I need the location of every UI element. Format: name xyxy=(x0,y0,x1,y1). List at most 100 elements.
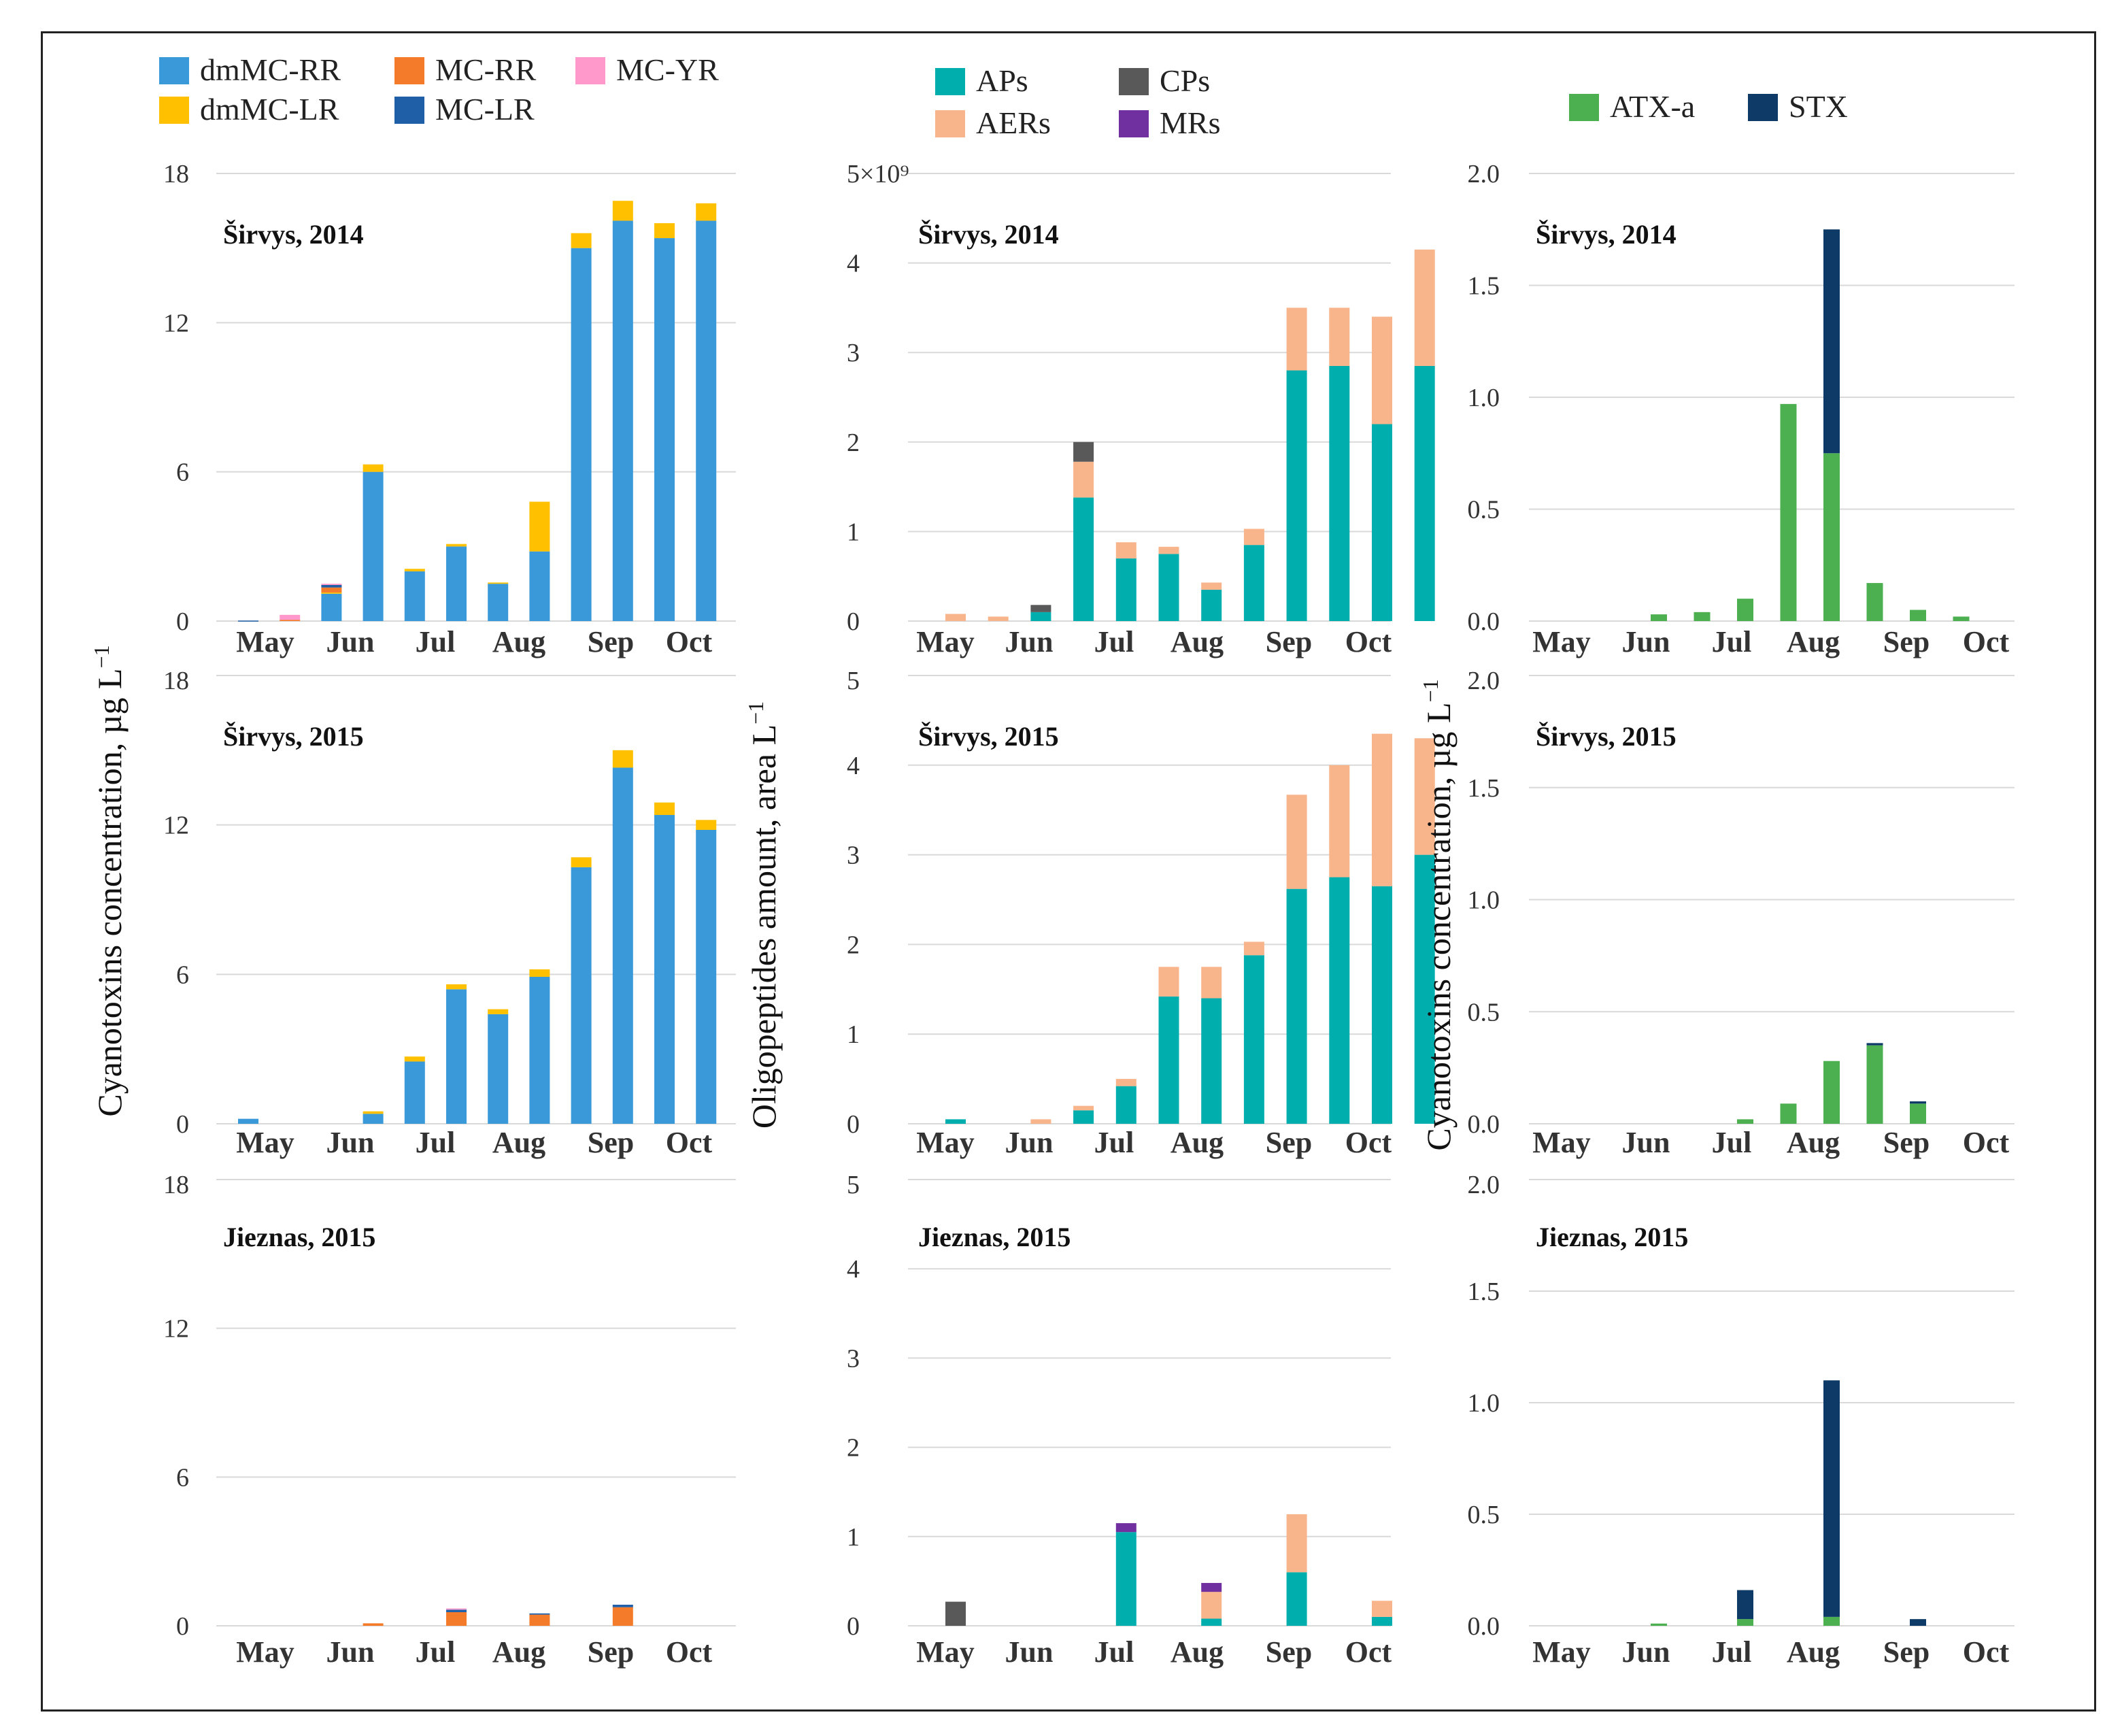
x-tick-label: Jul xyxy=(1094,1126,1134,1159)
bar-MC-YR xyxy=(446,1608,467,1610)
bar-dmMC-LR xyxy=(363,1111,384,1114)
bar-AERs xyxy=(1329,307,1350,366)
x-tick-label: Jun xyxy=(1005,625,1054,658)
bar-AERs xyxy=(1201,1592,1222,1619)
panel-title: Širvys, 2014 xyxy=(1536,219,1677,250)
bar-dmMC-LR xyxy=(529,501,550,552)
y-tick-label: 18 xyxy=(163,160,189,188)
y-tick-label: 12 xyxy=(163,1315,189,1343)
bar-CPs xyxy=(1073,441,1094,462)
legend-swatch-APs xyxy=(935,68,965,95)
bar-dmMC-LR xyxy=(696,203,717,221)
panel-title: Širvys, 2015 xyxy=(1536,721,1677,752)
bar-APs xyxy=(1286,1572,1307,1626)
x-tick-label: Oct xyxy=(1345,1126,1392,1159)
x-tick-label: Jul xyxy=(1712,1126,1752,1159)
bar-AERs xyxy=(1286,1514,1307,1573)
y-tick-label: 2 xyxy=(847,931,860,959)
bar-dmMC-RR xyxy=(404,1061,425,1124)
bar-ATX-a xyxy=(1780,403,1797,621)
x-tick-label: Oct xyxy=(666,1635,713,1669)
bar-ATX-a xyxy=(1651,1623,1667,1626)
x-tick-label: Sep xyxy=(588,625,634,658)
bar-APs xyxy=(1243,955,1264,1124)
bar-dmMC-RR xyxy=(612,220,633,621)
bar-AERs xyxy=(945,614,966,621)
bar-AERs xyxy=(1073,1105,1094,1111)
bar-dmMC-LR xyxy=(654,223,675,239)
bar-dmMC-LR xyxy=(529,969,550,977)
y-axis-title-right: Cyanotoxins concentration, µg L−1 xyxy=(1418,679,1458,1150)
x-tick-label: Aug xyxy=(492,1635,545,1669)
x-tick-label: Jun xyxy=(1005,1126,1054,1159)
bar-STX xyxy=(1866,1043,1883,1046)
bar-APs xyxy=(1286,370,1307,621)
bar-ATX-a xyxy=(1866,1045,1883,1124)
bar-AERs xyxy=(1158,546,1179,554)
y-tick-label: 1 xyxy=(847,1020,860,1049)
bar-APs xyxy=(1372,1616,1392,1626)
y-tick-label: 12 xyxy=(163,309,189,337)
x-tick-label: Aug xyxy=(1171,1126,1224,1159)
bar-AERs xyxy=(1201,967,1222,999)
y-tick-label: 0 xyxy=(847,1110,860,1139)
bar-dmMC-RR xyxy=(654,815,675,1124)
bar-ATX-a xyxy=(1780,1103,1797,1124)
bar-ATX-a xyxy=(1737,1619,1753,1626)
x-tick-label: Sep xyxy=(588,1635,634,1669)
x-tick-label: May xyxy=(916,1635,975,1669)
x-tick-label: Sep xyxy=(588,1126,634,1159)
bar-MC-LR xyxy=(446,1609,467,1612)
bar-AERs xyxy=(1030,1119,1051,1124)
bar-MC-LR xyxy=(321,584,342,588)
x-tick-label: Jul xyxy=(1712,625,1752,658)
legend-label: CPs xyxy=(1160,63,1210,98)
legend-label: STX xyxy=(1789,89,1848,124)
legend-swatch-dmMC-LR xyxy=(159,97,189,124)
bar-dmMC-RR xyxy=(321,593,342,621)
y-tick-label: 3 xyxy=(847,339,860,367)
x-tick-label: Sep xyxy=(1266,625,1312,658)
x-tick-label: Oct xyxy=(1963,625,2010,658)
bar-dmMC-RR xyxy=(404,571,425,621)
bar-ATX-a xyxy=(1823,1061,1840,1124)
bar-APs xyxy=(1201,589,1222,621)
x-tick-label: Oct xyxy=(666,625,713,658)
bar-dmMC-RR xyxy=(612,767,633,1124)
x-tick-label: May xyxy=(916,625,975,658)
legend-swatch-STX xyxy=(1748,94,1778,121)
y-tick-label: 0.0 xyxy=(1468,1612,1500,1641)
bar-dmMC-LR xyxy=(654,802,675,816)
x-tick-label: Jun xyxy=(1622,1126,1670,1159)
bar-CPs xyxy=(1030,605,1051,612)
legend-label: MC-LR xyxy=(435,92,535,127)
bar-APs xyxy=(1201,998,1222,1124)
x-tick-label: Aug xyxy=(1171,1635,1224,1669)
bar-MC-YR xyxy=(280,614,301,620)
bar-AERs xyxy=(1243,941,1264,956)
y-tick-label: 2 xyxy=(847,429,860,457)
x-tick-label: Sep xyxy=(1266,1635,1312,1669)
bar-dmMC-LR xyxy=(446,544,467,547)
y-tick-label: 6 xyxy=(176,1463,189,1492)
x-tick-label: May xyxy=(1532,1126,1591,1159)
bar-APs xyxy=(1286,888,1307,1124)
bar-AERs xyxy=(1115,542,1136,558)
x-tick-label: May xyxy=(236,1635,294,1669)
y-tick-label: 1.0 xyxy=(1468,384,1500,412)
legend-label: MC-YR xyxy=(616,52,719,87)
bar-dmMC-LR xyxy=(696,820,717,830)
x-tick-label: Oct xyxy=(1345,625,1392,658)
bar-dmMC-RR xyxy=(488,584,509,621)
legend-swatch-ATX-a xyxy=(1569,94,1599,121)
x-tick-label: Jul xyxy=(416,625,456,658)
x-tick-label: Aug xyxy=(492,625,545,658)
bar-AERs xyxy=(1329,765,1350,878)
y-tick-label: 0.5 xyxy=(1468,496,1500,524)
bar-MC-RR xyxy=(363,1623,384,1626)
x-tick-label: Jun xyxy=(1622,625,1670,658)
bar-AERs xyxy=(1414,738,1435,855)
y-tick-label: 1.5 xyxy=(1468,774,1500,803)
bar-STX xyxy=(1823,1380,1840,1617)
bar-dmMC-RR xyxy=(446,989,467,1124)
